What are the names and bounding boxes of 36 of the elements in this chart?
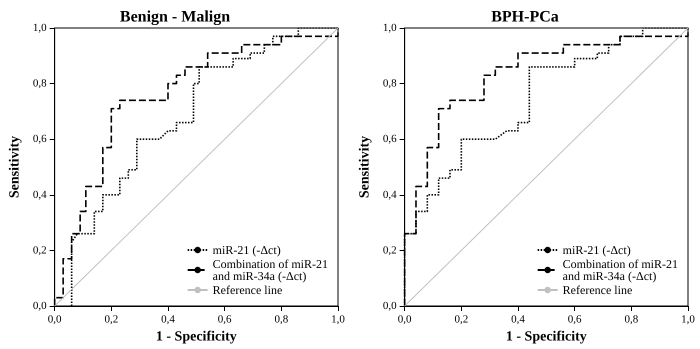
legend-label: miR-21 (-Δct) bbox=[212, 243, 281, 257]
x-tick-label: 0,0 bbox=[48, 314, 62, 326]
x-tick-label: 1,0 bbox=[681, 314, 696, 326]
x-tick-label: 0,4 bbox=[511, 314, 526, 326]
y-tick-label: 0,2 bbox=[32, 244, 47, 256]
y-tick-label: 1,0 bbox=[32, 22, 48, 34]
legend-label: Combination of miR-21 and miR-34a (-Δct) bbox=[212, 257, 332, 283]
legend-label: Reference line bbox=[562, 283, 632, 297]
y-tick-label: 0,4 bbox=[32, 188, 48, 201]
chart-title: BPH-PCa bbox=[491, 8, 559, 26]
y-tick-label: 0,0 bbox=[32, 300, 48, 312]
y-tick-label: 0,4 bbox=[382, 188, 398, 201]
x-tick-label: 0,2 bbox=[104, 314, 118, 326]
y-tick-label: 0,8 bbox=[382, 78, 398, 90]
legend-label: miR-21 (-Δct) bbox=[562, 243, 631, 257]
x-tick-label: 0,8 bbox=[274, 314, 289, 326]
x-tick-label: 0,6 bbox=[568, 314, 582, 326]
x-axis-title: 1 - Specificity bbox=[156, 330, 237, 344]
x-tick-label: 0,6 bbox=[218, 314, 232, 326]
x-tick-label: 0,8 bbox=[624, 314, 639, 326]
chart-title: Benign - Malign bbox=[120, 8, 230, 26]
y-tick-label: 0,0 bbox=[382, 300, 398, 312]
x-tick-label: 0,0 bbox=[398, 314, 412, 326]
x-tick-label: 0,4 bbox=[161, 314, 176, 326]
x-tick-label: 0,2 bbox=[454, 314, 468, 326]
y-tick-label: 0,6 bbox=[382, 133, 398, 146]
x-tick-label: 1,0 bbox=[331, 314, 346, 326]
y-axis-title: Sensitivity bbox=[358, 136, 372, 198]
legend-label: Combination of miR-21 and miR-34a (-Δct) bbox=[562, 257, 682, 283]
y-tick-label: 1,0 bbox=[382, 22, 398, 34]
y-tick-label: 0,8 bbox=[32, 78, 48, 90]
y-tick-label: 0,2 bbox=[382, 244, 397, 256]
y-axis-title: Sensitivity bbox=[8, 136, 22, 198]
x-axis-title: 1 - Specificity bbox=[506, 330, 587, 344]
y-tick-label: 0,6 bbox=[32, 133, 48, 146]
legend-label: Reference line bbox=[212, 283, 282, 297]
